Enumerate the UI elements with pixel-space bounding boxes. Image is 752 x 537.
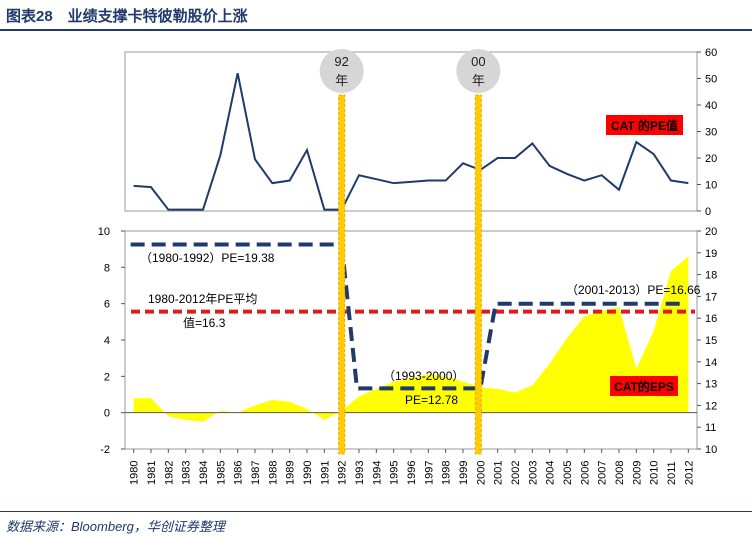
pe-panel: 0 10 20 30 40 50 60 CAT 的PE值 — [124, 47, 717, 218]
eps-panel: -2 0 2 4 6 8 10 10 11 12 13 14 15 16 17 18 19 20 1980 1981 1… — [98, 226, 718, 485]
eps-right-tick-label: 12 — [705, 400, 717, 412]
x-tick-label: 2008 — [614, 461, 626, 485]
eps-right-tick-label: 17 — [705, 291, 717, 303]
eps-legend-box — [610, 376, 678, 396]
x-tick-label: 2003 — [527, 461, 539, 485]
x-tick-label: 1988 — [267, 461, 279, 485]
year-marker-label-char: 年 — [335, 73, 348, 88]
year-marker-label-digits: 92 — [334, 54, 348, 69]
x-tick-label: 2002 — [510, 461, 522, 485]
eps-right-tick-label: 19 — [705, 248, 717, 260]
pe-y-tick-label: 40 — [705, 100, 717, 112]
source-note: 数据来源：Bloomberg，华创证券整理 — [6, 519, 225, 534]
eps-left-tick-label: 6 — [104, 299, 110, 311]
eps-right-tick-label: 15 — [705, 335, 717, 347]
x-tick-label: 2010 — [649, 461, 661, 485]
eps-area — [133, 256, 689, 422]
eps-left-tick-label: 10 — [98, 226, 110, 238]
pe-period-label-1993-2000-pe: PE=12.78 — [405, 393, 458, 407]
x-tick-label: 2001 — [493, 461, 505, 485]
eps-left-tick-label: 8 — [104, 262, 110, 274]
pe-legend-box — [606, 115, 683, 135]
x-tick-label: 1985 — [215, 461, 227, 485]
eps-right-tick-label: 11 — [705, 422, 716, 434]
pe-legend-label: CAT 的PE值 — [611, 118, 678, 133]
x-tick-label: 1984 — [198, 461, 210, 485]
pe-y-tick-label: 10 — [705, 180, 717, 192]
x-tick-label: 2007 — [597, 461, 609, 485]
x-tick-label: 1991 — [319, 461, 331, 485]
x-tick-label: 1990 — [302, 461, 314, 485]
pe-y-tick-label: 20 — [705, 153, 717, 165]
x-tick-label: 2009 — [631, 461, 643, 485]
x-tick-label: 2004 — [545, 461, 557, 485]
eps-left-tick-label: 0 — [104, 408, 110, 420]
eps-left-tick-label: 2 — [104, 371, 110, 383]
eps-legend-label: CAT的EPS — [614, 379, 674, 394]
eps-right-tick-label: 13 — [705, 379, 717, 391]
year-marker-circle — [319, 49, 364, 93]
x-tick-label: 1994 — [371, 461, 383, 485]
eps-right-tick-label: 10 — [705, 444, 717, 456]
x-tick-label: 1989 — [285, 461, 297, 485]
pe-average-label-line2: 值=16.3 — [183, 315, 226, 330]
pe-period-label-1980-1992: （1980-1992）PE=19.38 — [140, 251, 275, 265]
x-tick-label: 1999 — [458, 461, 470, 485]
x-tick-label: 1980 — [129, 461, 141, 485]
x-tick-label: 1993 — [354, 461, 366, 485]
eps-left-tick-label: 4 — [104, 335, 110, 347]
x-tick-label: 2005 — [562, 461, 574, 485]
pe-period-label-2001-2013: （2001-2013）PE=16.66 — [566, 283, 701, 297]
year-marker-label-char: 年 — [472, 73, 485, 88]
pe-y-tick-label: 60 — [705, 47, 717, 59]
x-tick-label: 1998 — [441, 461, 453, 485]
pe-period-label-1993-2000: （1993-2000） — [383, 369, 464, 383]
pe-y-tick-label: 30 — [705, 127, 717, 139]
x-tick-label: 1996 — [406, 461, 418, 485]
x-tick-label: 2006 — [579, 461, 591, 485]
x-tick-label: 1992 — [337, 461, 349, 485]
chart-title: 图表28 业绩支撑卡特彼勒股价上涨 — [6, 8, 248, 25]
eps-right-tick-label: 20 — [705, 226, 717, 238]
year-marker-circle — [456, 49, 501, 93]
title-rule — [0, 29, 752, 31]
footer-rule — [0, 511, 752, 512]
x-tick-label: 1982 — [163, 461, 175, 485]
year-marker-band — [338, 94, 346, 455]
pe-y-tick-label: 50 — [705, 74, 717, 86]
eps-right-tick-label: 14 — [705, 357, 717, 369]
x-tick-label: 2012 — [683, 461, 695, 485]
year-marker-label-digits: 00 — [471, 54, 485, 69]
pe-average-label-line1: 1980-2012年PE平均 — [148, 292, 257, 306]
year-marker-band — [474, 94, 482, 455]
overlay: 92 年 00 年 — [319, 49, 501, 455]
x-tick-label: 1983 — [181, 461, 193, 485]
x-tick-label: 1987 — [250, 461, 262, 485]
eps-left-tick-label: -2 — [100, 444, 110, 456]
eps-right-tick-label: 18 — [705, 270, 717, 282]
pe-y-tick-label: 0 — [705, 206, 711, 218]
x-tick-label: 1995 — [389, 461, 401, 485]
x-tick-label: 2000 — [475, 461, 487, 485]
eps-right-tick-label: 16 — [705, 313, 717, 325]
x-tick-label: 1997 — [423, 461, 435, 485]
pe-period-step-line — [130, 242, 681, 391]
x-tick-label: 1986 — [233, 461, 245, 485]
x-tick-label: 2011 — [666, 461, 678, 485]
pe-series-line — [133, 72, 689, 211]
x-tick-label: 1981 — [146, 461, 158, 485]
